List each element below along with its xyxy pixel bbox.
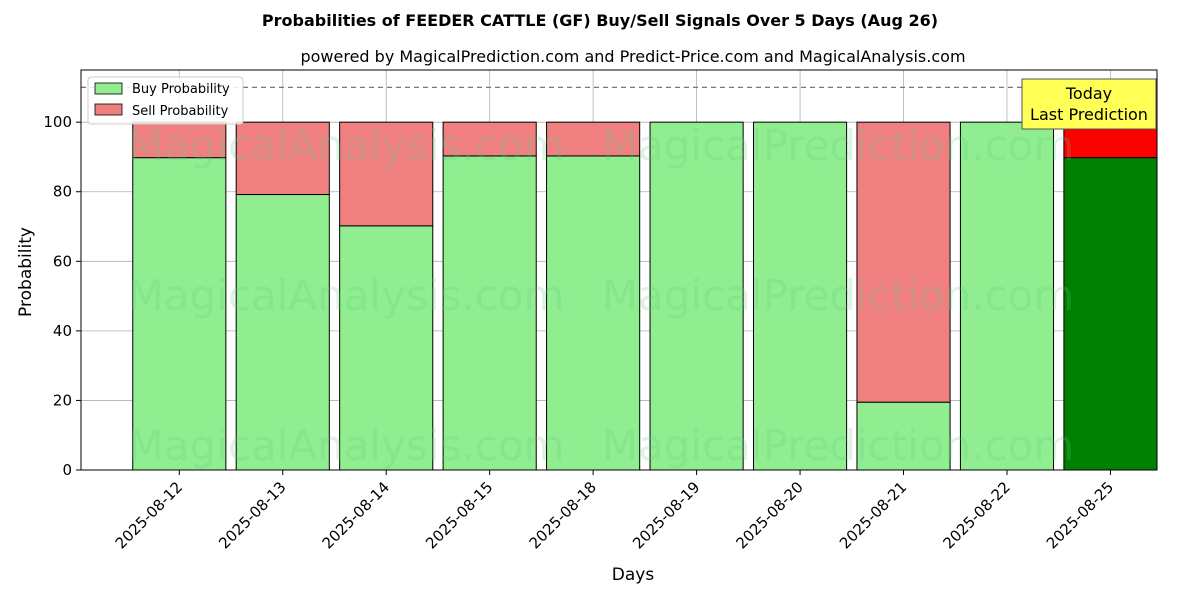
legend-swatch-buy bbox=[94, 82, 123, 95]
watermark-text: MagicalPrediction.com bbox=[602, 271, 1075, 320]
y-tick-label: 0 bbox=[62, 461, 72, 479]
x-tick-label: 2025-08-15 bbox=[422, 478, 496, 552]
buy-bar bbox=[1063, 157, 1158, 471]
watermark-text: MagicalPrediction.com bbox=[602, 121, 1075, 170]
y-axis-ticks: 0 20 40 60 80 100 bbox=[43, 113, 81, 479]
x-axis-label: Days bbox=[612, 565, 655, 585]
annotation-line-2: Last Prediction bbox=[1030, 105, 1148, 124]
buy-bar bbox=[339, 225, 434, 471]
x-tick-label: 2025-08-18 bbox=[526, 478, 600, 552]
annotation-line-1: Today bbox=[1065, 84, 1112, 103]
y-tick-label: 100 bbox=[43, 113, 72, 131]
watermark-text: MagicalPrediction.com bbox=[602, 421, 1075, 470]
today-annotation: Today Last Prediction bbox=[1021, 78, 1157, 130]
chart-title: Probabilities of FEEDER CATTLE (GF) Buy/… bbox=[262, 11, 938, 30]
x-axis-ticks: 2025-08-12 2025-08-13 2025-08-14 2025-08-15… bbox=[112, 470, 1117, 552]
x-tick-label: 2025-08-20 bbox=[733, 478, 807, 552]
annotation-box bbox=[1021, 78, 1157, 130]
sell-bar bbox=[235, 121, 330, 196]
y-tick-label: 60 bbox=[53, 252, 72, 270]
buy-bar bbox=[132, 157, 227, 471]
sell-bar bbox=[339, 121, 434, 227]
watermarks: MagicalAnalysis.com MagicalPrediction.com… bbox=[128, 121, 1075, 470]
x-tick-label: 2025-08-25 bbox=[1043, 478, 1117, 552]
watermark-text: MagicalAnalysis.com bbox=[128, 271, 565, 320]
x-tick-label: 2025-08-13 bbox=[215, 478, 289, 552]
x-tick-label: 2025-08-21 bbox=[836, 478, 910, 552]
buy-bar bbox=[856, 401, 951, 471]
buy-bar bbox=[959, 121, 1055, 471]
buy-bar bbox=[546, 155, 641, 471]
x-tick-label: 2025-08-22 bbox=[939, 478, 1013, 552]
legend-label-buy: Buy Probability bbox=[132, 82, 230, 97]
legend-swatch-sell bbox=[94, 103, 123, 116]
buy-bar bbox=[442, 155, 537, 471]
plot-frame bbox=[80, 69, 1158, 471]
sell-bar bbox=[546, 121, 641, 157]
chart-subtitle: powered by MagicalPrediction.com and Pre… bbox=[300, 47, 965, 66]
buy-bar bbox=[649, 121, 744, 471]
y-tick-label: 40 bbox=[53, 322, 72, 340]
legend-box bbox=[87, 76, 244, 125]
y-tick-label: 80 bbox=[53, 183, 72, 201]
x-tick-label: 2025-08-12 bbox=[112, 478, 186, 552]
watermark-text: MagicalAnalysis.com bbox=[128, 421, 565, 470]
x-tick-label: 2025-08-19 bbox=[629, 478, 703, 552]
sell-bar bbox=[132, 121, 227, 159]
x-tick-label: 2025-08-14 bbox=[319, 478, 393, 552]
bars bbox=[132, 121, 1158, 471]
y-axis-label: Probability bbox=[16, 227, 36, 317]
legend: Buy Probability Sell Probability bbox=[87, 76, 244, 125]
legend-label-sell: Sell Probability bbox=[132, 104, 229, 119]
sell-bar bbox=[856, 121, 951, 403]
y-tick-label: 20 bbox=[53, 391, 72, 409]
sell-bar bbox=[442, 121, 537, 157]
buy-bar bbox=[753, 121, 848, 471]
watermark-text: MagicalAnalysis.com bbox=[128, 121, 565, 170]
